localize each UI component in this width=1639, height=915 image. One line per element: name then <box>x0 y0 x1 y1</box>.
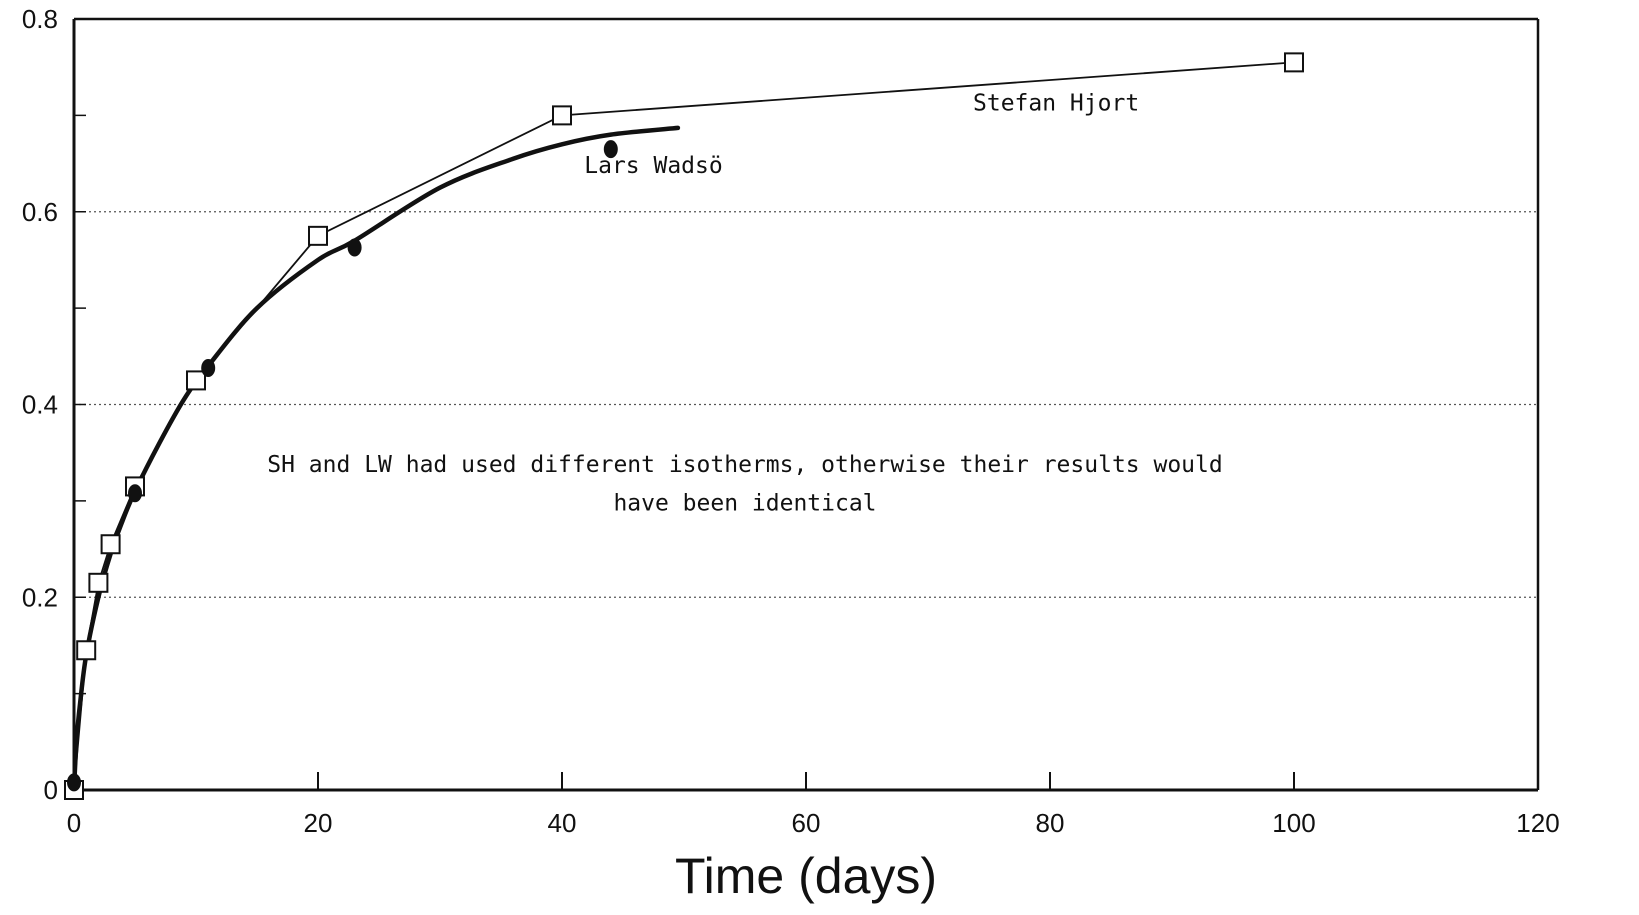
x-tick-label-4: 80 <box>1036 808 1065 838</box>
x-tick-label-6: 120 <box>1516 808 1559 838</box>
annotation-2: SH and LW had used different isotherms, … <box>267 452 1222 478</box>
square-marker-5 <box>186 370 206 391</box>
axis-ticks <box>74 18 1295 790</box>
x-tick-label-3: 60 <box>792 808 821 838</box>
x-tick-label-0: 0 <box>67 808 81 838</box>
x-axis-title: Time (days) <box>675 848 937 904</box>
square-marker-2 <box>88 572 109 593</box>
dot-marker-4 <box>603 140 618 159</box>
y-tick-label-0: 0 <box>44 775 58 805</box>
label-layer: 0 20 40 60 80 100 120 0 0.2 0.4 0.6 0.8 Stefan Hjort… <box>22 4 1560 838</box>
annotation-0: Stefan Hjort <box>973 91 1139 117</box>
y-tick-label-3: 0.6 <box>22 197 58 227</box>
square-marker-3 <box>100 534 121 555</box>
dot-marker-1 <box>128 484 142 503</box>
annotation-1: Lars Wadsö <box>584 153 722 179</box>
square-marker-8 <box>1284 52 1304 73</box>
dot-marker-2 <box>201 358 216 377</box>
dot-marker-0 <box>67 773 81 792</box>
y-tick-label-2: 0.4 <box>22 390 58 420</box>
y-tick-label-4: 0.8 <box>22 4 58 34</box>
x-tick-label-1: 20 <box>304 808 333 838</box>
annotation-3: have been identical <box>613 491 876 517</box>
grid-lines <box>74 211 1538 598</box>
square-marker-1 <box>76 640 97 661</box>
x-tick-label-2: 40 <box>548 808 577 838</box>
y-tick-label-1: 0.2 <box>22 582 58 612</box>
dot-marker-3 <box>347 238 362 257</box>
square-marker-7 <box>552 105 572 126</box>
marker-layer <box>64 52 1304 800</box>
x-tick-label-5: 100 <box>1272 808 1315 838</box>
square-marker-6 <box>308 225 328 246</box>
